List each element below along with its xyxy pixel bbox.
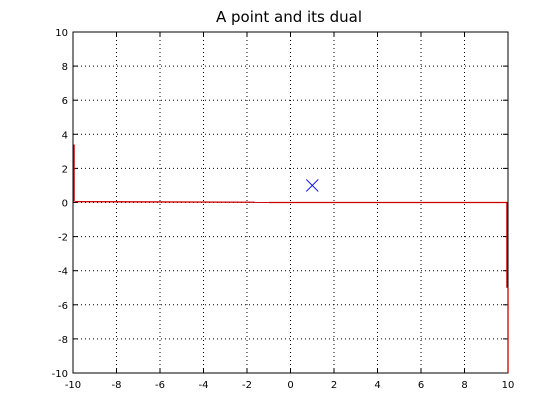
x-tick-label: 8 <box>461 380 467 391</box>
x-tick-label: -6 <box>155 380 165 391</box>
y-tick-label: 4 <box>62 130 68 141</box>
x-tick-label: 2 <box>331 380 337 391</box>
y-tick-label: 0 <box>62 199 68 210</box>
y-tick-label: -8 <box>58 335 68 346</box>
y-tick-label: 2 <box>62 164 68 175</box>
y-tick-label: -6 <box>58 301 68 312</box>
y-tick-label: 8 <box>62 62 68 73</box>
x-tick-label: -10 <box>65 380 81 391</box>
x-tick-label: 0 <box>287 380 293 391</box>
y-tick-label: -2 <box>58 233 68 244</box>
y-tick-label: 10 <box>55 28 68 39</box>
x-tick-label: -4 <box>199 380 209 391</box>
dual-line-segment <box>75 202 269 203</box>
x-tick-label: -2 <box>242 380 252 391</box>
y-tick-label: -4 <box>58 267 68 278</box>
x-tick-label: 4 <box>374 380 380 391</box>
x-tick-label: -8 <box>112 380 122 391</box>
chart-title: A point and its dual <box>216 8 362 26</box>
y-tick-label: -10 <box>52 369 68 380</box>
x-tick-label: 6 <box>418 380 424 391</box>
y-tick-label: 6 <box>62 96 68 107</box>
x-tick-label: 10 <box>502 380 515 391</box>
